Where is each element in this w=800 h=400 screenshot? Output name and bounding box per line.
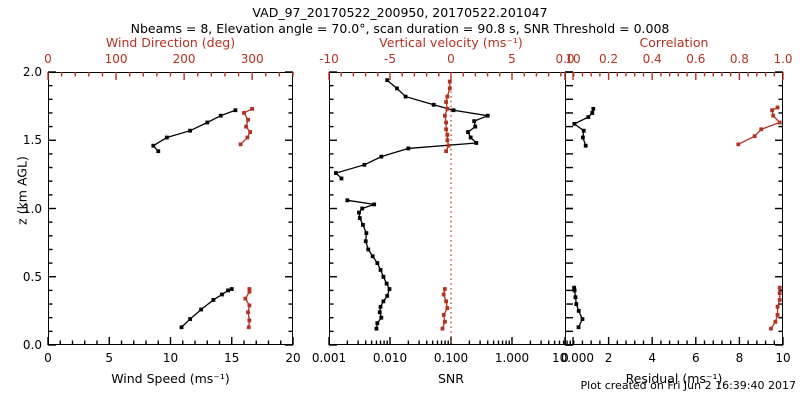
panel-residual [565,72,783,345]
x-axis-title-top: Vertical velocity (ms⁻¹) [379,35,523,50]
x-tick-label-bottom: 0.100 [433,351,469,365]
x-tick-label-bottom: 5 [105,351,114,365]
x-tick-label-bottom: 10 [162,351,179,365]
x-tick-label-top: 0.8 [729,52,749,66]
x-tick-label-top: 10 [565,52,581,66]
x-tick-label-bottom: 15 [224,351,240,365]
y-axis-title: z (km AGL) [14,156,30,225]
x-axis-title-top: Wind Direction (deg) [105,35,236,50]
x-tick-label-top: 200 [172,52,196,66]
x-tick-label-bottom: 0 [561,351,569,365]
x-tick-label-bottom: 1.000 [494,351,530,365]
x-axis-title-bottom: SNR [438,371,464,386]
x-tick-label-top: 100 [104,52,128,66]
x-tick-label-top: 300 [240,52,264,66]
x-tick-label-top: -5 [384,52,396,66]
x-tick-label-top: 0.4 [642,52,662,66]
panel-snr [329,72,573,345]
x-tick-label-bottom: 2 [604,351,613,365]
y-tick-label: 2.0 [22,65,42,79]
y-tick-label: 0.5 [22,269,42,284]
x-tick-label-bottom: 0.010 [372,351,408,365]
x-tick-label-top: -10 [319,52,339,66]
y-tick-label: 1.5 [22,133,42,148]
x-tick-label-bottom: 10 [775,351,791,365]
x-tick-label-bottom: 0 [44,351,52,365]
x-tick-label-top: 0.2 [599,52,619,66]
x-tick-label-top: 0.0 [555,52,575,66]
plot-title-line2: Nbeams = 8, Elevation angle = 70.0°, sca… [130,21,670,36]
x-tick-label-bottom: 8 [735,351,744,365]
panel-wind [48,72,293,345]
x-tick-label-top: 0.6 [686,52,706,66]
x-tick-label-bottom: 20 [285,351,301,365]
x-tick-label-top: 0 [447,52,455,66]
y-tick-label: 1.0 [22,201,42,216]
x-tick-label-bottom: 4 [648,351,657,365]
x-tick-label-top: 5 [508,52,516,66]
x-axis-title-bottom: Residual (ms⁻¹) [625,371,723,386]
x-tick-label-top: 0 [44,52,52,66]
y-tick-label: 0.0 [22,338,42,352]
x-axis-title-top: Correlation [639,35,709,50]
x-tick-label-bottom: 6 [691,351,700,365]
footer-text: Plot created on Fri Jun 2 16:39:40 2017 [580,379,797,392]
x-tick-label-bottom: 0.001 [311,351,347,365]
x-tick-label-top: 1.0 [773,52,793,66]
x-tick-label-bottom: 10.000 [552,351,594,365]
x-axis-title-bottom: Wind Speed (ms⁻¹) [111,371,230,386]
plot-title-line1: VAD_97_20170522_200950, 20170522.201047 [252,5,548,20]
